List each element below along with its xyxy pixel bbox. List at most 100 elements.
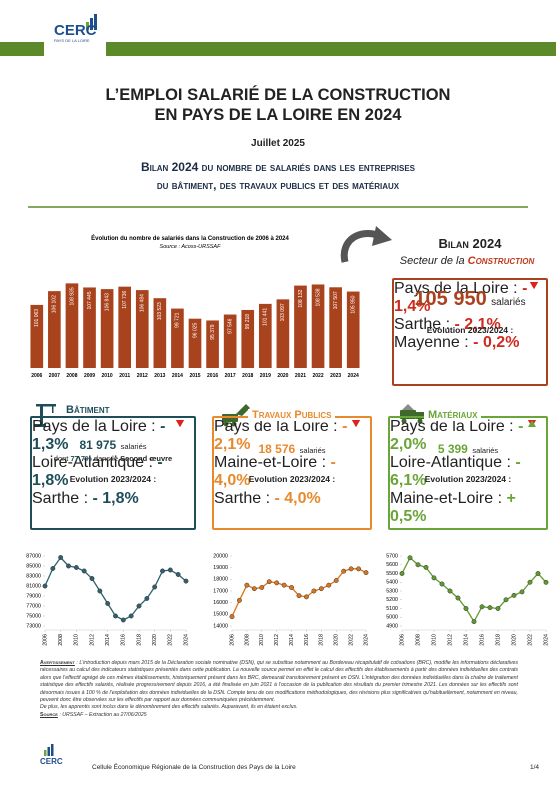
x-tick-label: 2020 [277, 373, 288, 379]
value-label: 101 441 [263, 308, 269, 326]
sector-box: 5 399 salariés Evolution 2023/2024 : Pays … [388, 416, 548, 530]
point [447, 588, 453, 594]
x-tick-label: 2022 [168, 634, 174, 646]
subtitle: du bâtiment, des travaux publics et des … [156, 178, 400, 192]
note-mid: dans le [91, 454, 121, 463]
y-tick-label: 87000 [26, 553, 41, 559]
point [296, 593, 302, 599]
point [73, 565, 79, 570]
x-tick-label: 2012 [89, 634, 95, 646]
point [58, 555, 64, 560]
point [244, 582, 250, 588]
point [487, 605, 493, 611]
x-tick-label: 2012 [447, 634, 453, 646]
trend-icon [352, 420, 360, 427]
x-tick-label: 2006 [31, 373, 42, 379]
bilan-unit: salariés [491, 297, 526, 308]
y-tick-label: 16000 [213, 600, 228, 606]
region: Maine-et-Loire : [390, 490, 503, 507]
point [303, 594, 309, 600]
point [160, 568, 165, 574]
sector-unit: salariés [120, 442, 147, 451]
note-emph: Second œuvre [120, 454, 173, 463]
notice-text2: De plus, les apprentis sont inclus dans … [40, 704, 298, 711]
region: Loire-Atlantique : [390, 454, 511, 471]
point [289, 585, 295, 590]
evolution-row: Pays de la Loire : - 2,0% [390, 418, 546, 454]
point [81, 568, 87, 574]
bilan-box: 105 950 salariés Evolution 2023/2024 : P… [392, 278, 548, 386]
evolution-title: Evolution 2023/2024 : [424, 474, 512, 484]
x-tick-label: 2009 [84, 373, 95, 379]
bilan-subtitle: Secteur de la Construction [372, 255, 556, 267]
change: - 4,0% [214, 454, 336, 489]
point [471, 619, 477, 625]
trend-icon [176, 420, 184, 427]
x-tick-label: 2010 [74, 634, 80, 646]
sector-total: 18 576 [258, 442, 296, 456]
x-tick-label: 2014 [105, 634, 111, 646]
point [407, 555, 413, 561]
y-tick-label: 17000 [213, 588, 228, 594]
change: - 1,4% [394, 280, 528, 315]
x-tick-label: 2024 [363, 634, 369, 646]
bar [118, 286, 132, 368]
value-label: 106 843 [104, 293, 110, 311]
point [113, 613, 118, 619]
x-tick-label: 2008 [66, 373, 77, 379]
x-tick-label: 2016 [304, 634, 310, 646]
change: - 2,1% [214, 418, 348, 453]
point [136, 603, 142, 609]
value-label: 101 063 [34, 309, 40, 327]
point [89, 576, 95, 581]
point [105, 601, 111, 606]
bar [48, 291, 61, 368]
y-tick-label: 81000 [26, 583, 41, 589]
title: L’EMPLOI SALARIÉ DE LA CONSTRUCTION [105, 86, 451, 104]
x-tick-label: 2016 [207, 373, 218, 379]
value-label: 103 097 [280, 303, 286, 321]
value-label: 99 721 [175, 312, 181, 328]
point [251, 586, 257, 592]
region: Loire-Atlantique : [32, 454, 153, 471]
x-tick-label: 2020 [152, 634, 158, 646]
bilan-subtitle-prefix: Secteur de la [399, 255, 468, 267]
bar [171, 308, 184, 368]
point [431, 575, 437, 581]
y-tick-label: 83000 [26, 573, 41, 579]
point [399, 571, 405, 576]
evolution-row: Sarthe : - 2,1% [394, 282, 546, 334]
bar [311, 284, 325, 368]
x-tick-label: 2014 [463, 634, 469, 646]
x-tick-label: 2022 [312, 373, 323, 379]
x-tick-label: 2006 [229, 634, 235, 646]
point [311, 588, 317, 594]
x-tick-label: 2010 [259, 634, 265, 646]
point [175, 572, 181, 577]
y-tick-label: 5700 [386, 553, 398, 559]
footer-logo: CERC [40, 757, 63, 766]
footer-logo-icon [44, 744, 54, 756]
evolution-row: Sarthe : - 1,8% [32, 420, 194, 508]
x-tick-label: 2023 [330, 373, 341, 379]
point [120, 617, 126, 623]
point [463, 606, 469, 611]
value-label: 107 445 [87, 291, 93, 309]
region: Maine-et-Loire : [214, 454, 327, 471]
point [439, 581, 445, 587]
x-tick-label: 2016 [121, 634, 127, 646]
x-tick-label: 2008 [244, 634, 250, 646]
point [503, 597, 509, 603]
x-tick-label: 2013 [154, 373, 165, 379]
point [259, 585, 265, 590]
sector-total-line: 81 975 salariés [32, 436, 194, 454]
y-tick-label: 15000 [213, 612, 228, 618]
evolution-row: Maine-et-Loire : + 0,5% [390, 420, 546, 526]
region: Pays de la Loire : [390, 418, 514, 435]
evolution-row: Mayenne : - 0,2% [394, 282, 546, 352]
bilan-total-line: 105 950 salariés [394, 288, 546, 311]
change: - 2,0% [390, 418, 524, 453]
point [479, 604, 485, 610]
y-tick-label: 5300 [386, 588, 398, 594]
bar [346, 291, 360, 368]
